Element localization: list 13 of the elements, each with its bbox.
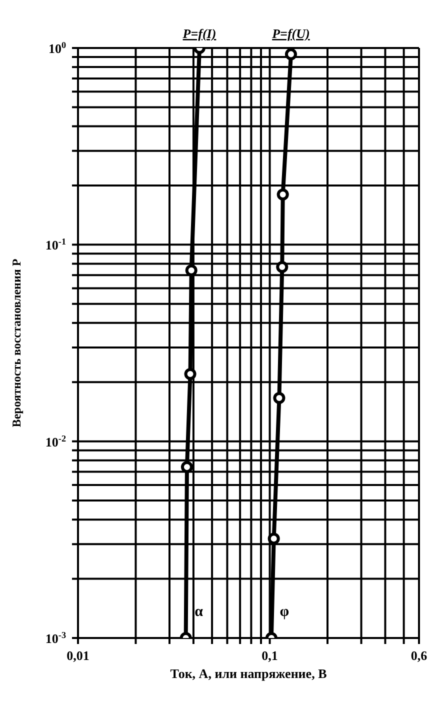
x-tick-label: 0,6	[410, 648, 428, 663]
y-tick-label: 10$^{0}$	[48, 40, 66, 56]
y-axis-title: Вероятность восстановления P	[9, 258, 24, 428]
y-tick-label: 10$^{-1}$	[45, 236, 66, 253]
x-tick-label: 0,01	[66, 648, 90, 663]
annotation: φ	[280, 604, 290, 620]
y-tick-label: 10$^{-3}$	[45, 630, 66, 646]
series-label: P=f(U)	[272, 26, 310, 41]
series-label: P=f(I)	[182, 26, 216, 41]
y-tick-label: 10$^{-2}$	[45, 433, 66, 450]
x-axis-title: Ток, А, или напряжение, В	[170, 666, 328, 681]
x-tick-label: 0,1	[262, 648, 278, 663]
annotation: α	[194, 604, 204, 620]
